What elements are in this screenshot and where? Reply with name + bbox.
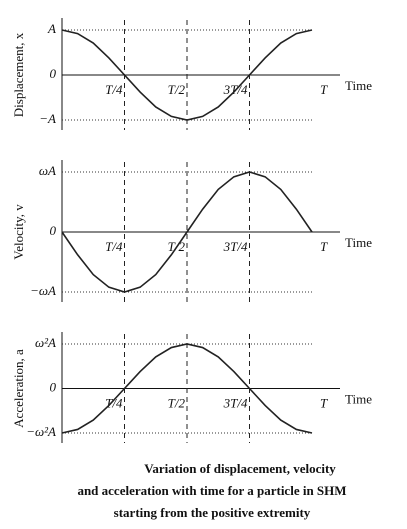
y-axis-label: Velocity, v <box>11 204 26 260</box>
x-axis-label: Time <box>345 235 372 250</box>
x-tick-label: T/2 <box>168 82 186 97</box>
caption-line: Variation of displacement, velocity <box>144 461 336 476</box>
y-tick-label: 0 <box>50 223 57 238</box>
x-tick-label: T <box>320 82 328 97</box>
x-tick-label: T/4 <box>105 395 123 410</box>
curve <box>61 171 313 293</box>
x-tick-label: 3T/4 <box>223 395 248 410</box>
x-axis-label: Time <box>345 391 372 406</box>
y-tick-label: 0 <box>50 66 57 81</box>
curve <box>61 29 313 121</box>
x-tick-label: T/2 <box>168 395 186 410</box>
y-tick-label: ω²A <box>35 335 56 350</box>
y-tick-label: A <box>47 21 56 36</box>
y-axis-label: Displacement, x <box>11 32 26 117</box>
y-tick-label: −ω²A <box>26 424 56 439</box>
y-tick-label: ωA <box>39 163 56 178</box>
x-tick-label: 3T/4 <box>223 239 248 254</box>
x-tick-label: T <box>320 239 328 254</box>
x-tick-label: T/4 <box>105 82 123 97</box>
curve <box>61 343 313 434</box>
caption-line: starting from the positive extremity <box>114 505 311 520</box>
caption-line: and acceleration with time for a particl… <box>77 483 346 498</box>
x-tick-label: T/4 <box>105 239 123 254</box>
y-tick-label: −ωA <box>30 283 56 298</box>
x-tick-label: T <box>320 395 328 410</box>
y-tick-label: −A <box>39 111 56 126</box>
y-axis-label: Acceleration, a <box>11 349 26 428</box>
x-axis-label: Time <box>345 78 372 93</box>
y-tick-label: 0 <box>50 379 57 394</box>
